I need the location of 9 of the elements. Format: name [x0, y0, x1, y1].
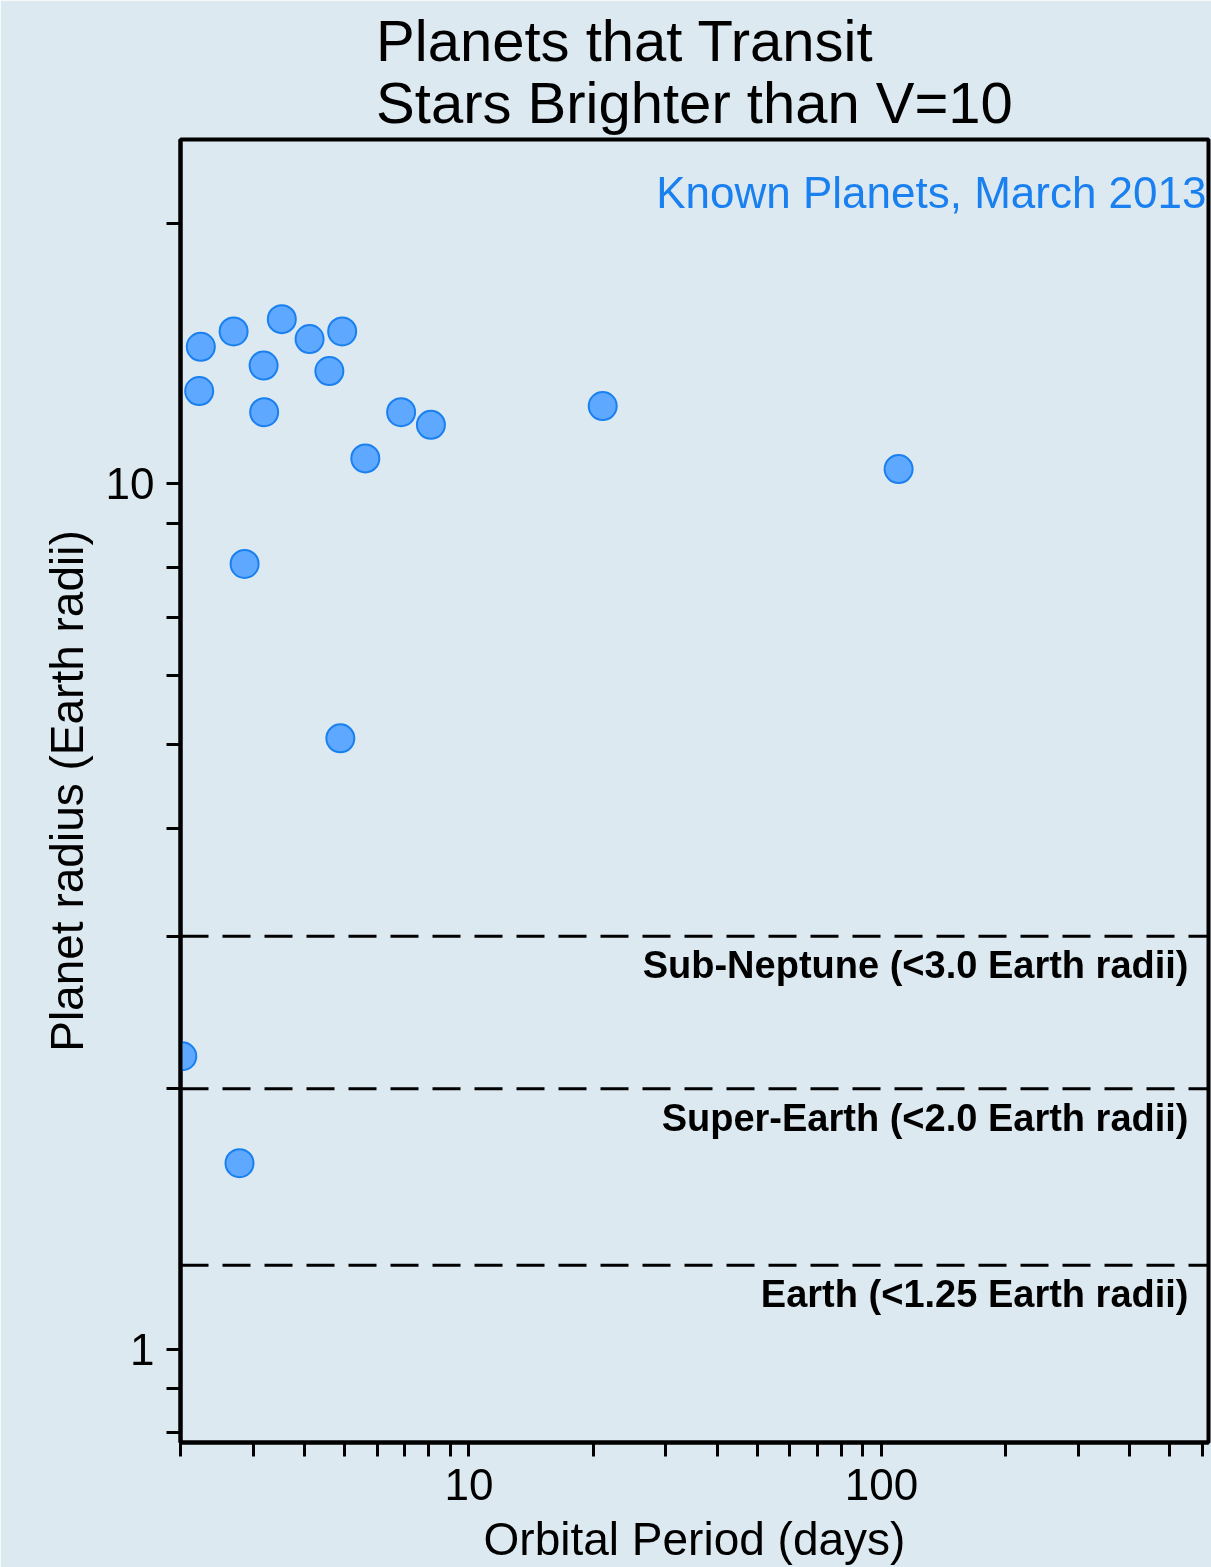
annotation: Known Planets, March 2013 — [656, 167, 1207, 217]
y-axis-title: Planet radius (Earth radii) — [40, 530, 93, 1052]
ref-line-label: Earth (<1.25 Earth radii) — [760, 1273, 1189, 1316]
ref-line-label: Sub-Neptune (<3.0 Earth radii) — [642, 944, 1189, 987]
y-tick-label: 1 — [130, 1324, 155, 1374]
x-axis-title: Orbital Period (days) — [483, 1512, 906, 1565]
ref-line-label: Super-Earth (<2.0 Earth radii) — [661, 1096, 1189, 1139]
chart-title: Planets that Transit Stars Brighter than V=10 — [376, 7, 1013, 135]
x-tick-label: 100 — [844, 1459, 919, 1509]
